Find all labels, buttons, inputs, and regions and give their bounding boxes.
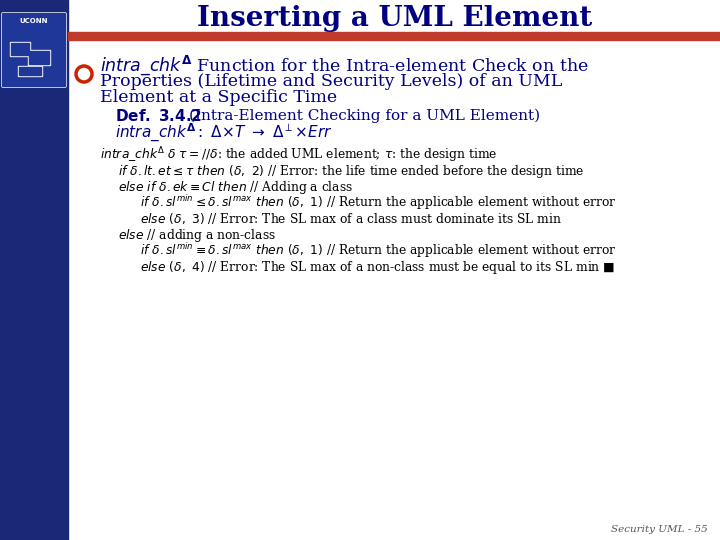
Text: $\mathit{else\ if}\ \delta\mathit{.ek} \equiv \mathit{Cl\ then}$ // Adding a cla: $\mathit{else\ if}\ \delta\mathit{.ek} \… [118, 179, 353, 195]
Bar [102, 114, 111, 123]
Bar [28, 50, 50, 65]
Bar [0, 0, 68, 540]
Bar [11, 43, 29, 55]
FancyBboxPatch shape [1, 12, 66, 87]
Text: $\mathit{if}\ \delta\mathit{.sl}^{min} \leq \delta\mathit{.sl}^{max}\ \mathit{th: $\mathit{if}\ \delta\mathit{.sl}^{min} \… [140, 193, 616, 212]
Text: $\mathbf{Def.\ 3.4.2}$: $\mathbf{Def.\ 3.4.2}$ [115, 108, 202, 124]
Text: $\mathit{else}\ (\delta,\ 4)$ // Error: The SL max of a non-class must be equal : $\mathit{else}\ (\delta,\ 4)$ // Error: … [140, 259, 615, 275]
Text: Properties (Lifetime and Security Levels) of an UML: Properties (Lifetime and Security Levels… [100, 72, 562, 90]
Text: Element at a Specific Time: Element at a Specific Time [100, 89, 337, 105]
Text: $\mathit{if}\ \delta\mathit{.sl}^{min} \equiv \delta\mathit{.sl}^{max}\ \mathit{: $\mathit{if}\ \delta\mathit{.sl}^{min} \… [140, 241, 616, 260]
Text: Security UML - 55: Security UML - 55 [611, 525, 708, 535]
Text: $\mathit{else}$ // adding a non-class: $\mathit{else}$ // adding a non-class [118, 226, 276, 244]
Text: $\mathit{if}\ \delta\mathit{.lt.et} \leq \tau\ \mathit{then}\ (\delta,\ 2)$ // E: $\mathit{if}\ \delta\mathit{.lt.et} \leq… [118, 163, 585, 179]
Bar [29, 51, 49, 64]
Text: $\mathit{intra\_chk}^{\Delta}\ \delta\ \tau = //\delta$: the added UML element; : $\mathit{intra\_chk}^{\Delta}\ \delta\ \… [100, 145, 498, 165]
Bar [18, 66, 42, 76]
Text: $\mathit{intra\_chk}^{\mathbf{\Delta}}$ Function for the Intra-element Check on : $\mathit{intra\_chk}^{\mathbf{\Delta}}$ … [100, 53, 588, 77]
Bar [68, 32, 720, 40]
Text: $\mathit{else}\ (\delta,\ 3)$ // Error: The SL max of a class must dominate its : $\mathit{else}\ (\delta,\ 3)$ // Error: … [140, 212, 562, 226]
Text: $\mathit{intra\_chk}^{\mathbf{\Delta}}$$:\ \Delta{\times}T\ \rightarrow\ \Delta^: $\mathit{intra\_chk}^{\mathbf{\Delta}}$$… [115, 122, 333, 144]
Text: Inserting a UML Element: Inserting a UML Element [197, 4, 593, 31]
Text: (Intra-Element Checking for a UML Element): (Intra-Element Checking for a UML Elemen… [189, 109, 540, 123]
Text: UCONN: UCONN [19, 18, 48, 24]
Bar [19, 67, 41, 75]
Bar [10, 42, 30, 56]
